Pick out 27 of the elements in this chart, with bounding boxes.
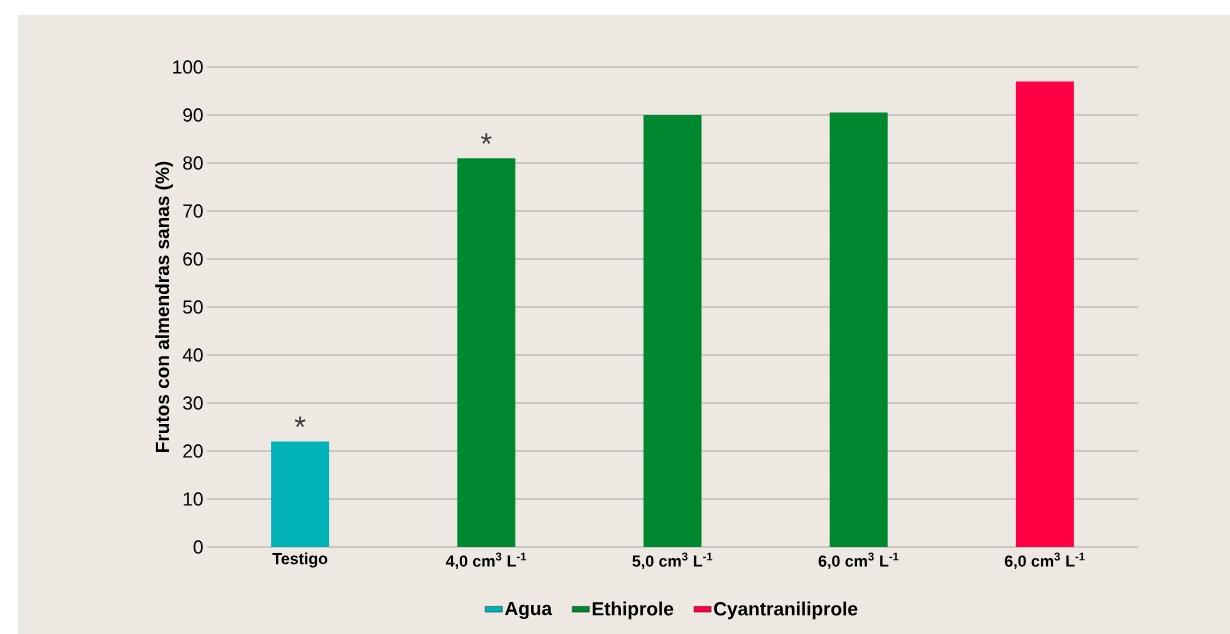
y-tick-label: 60 [183, 252, 203, 266]
annotation: * [480, 133, 492, 144]
x-tick-label: 5,0 cm$^{3}$ L$^{-1}$ [632, 552, 713, 570]
x-tick-label: 6,0 cm$^{3}$ L$^{-1}$ [1004, 552, 1085, 570]
y-tick-label: 0 [193, 540, 203, 554]
y-tick-label: 50 [183, 300, 203, 314]
legend-label: Agua [505, 601, 553, 620]
y-tick-label: 20 [183, 444, 203, 458]
y-tick-label: 10 [183, 492, 203, 506]
annotation: * [294, 416, 306, 428]
y-tick-label: 100 [173, 60, 203, 74]
y-tick-label: 80 [183, 156, 203, 170]
x-tick-label: 6,0 cm$^{3}$ L$^{-1}$ [818, 552, 899, 570]
bar [457, 158, 516, 547]
y-tick-label: 30 [183, 396, 203, 410]
x-tick-label: 4,0 cm$^{3}$ L$^{-1}$ [445, 552, 527, 570]
x-tick-label: Testigo [272, 552, 328, 568]
y-tick-label: 40 [182, 348, 203, 362]
bar [829, 112, 888, 547]
bar [643, 115, 702, 547]
bar [1015, 81, 1074, 547]
y-tick-label: 90 [183, 108, 203, 122]
y-axis-title: Frutos con almendras sanas (%) [155, 161, 173, 452]
bar [271, 441, 330, 547]
legend-label: Cyantraniliprole [714, 601, 858, 620]
legend-label: Ethiprole [592, 601, 674, 620]
y-tick-label: 70 [183, 204, 203, 218]
